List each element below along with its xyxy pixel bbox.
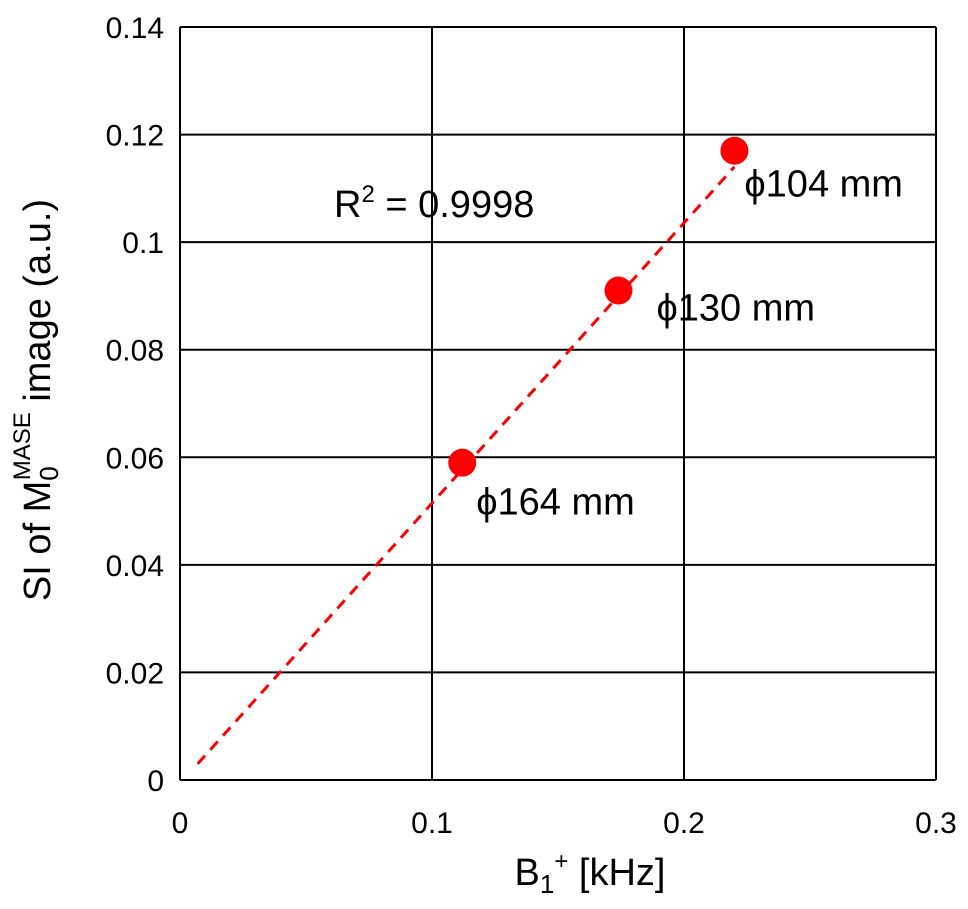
grid bbox=[179, 26, 937, 781]
x-tick-labels: 0 0.1 0.2 0.3 bbox=[172, 807, 957, 840]
point-labels: ϕ164 mm ϕ130 mm ϕ104 mm bbox=[476, 164, 903, 524]
x-tick-label: 0.1 bbox=[411, 807, 453, 840]
data-point bbox=[604, 276, 633, 305]
y-tick-label: 0.1 bbox=[122, 227, 164, 260]
x-tick-label: 0.3 bbox=[915, 807, 957, 840]
data-point bbox=[720, 136, 749, 165]
y-tick-labels: 0 0.02 0.04 0.06 0.08 0.1 0.12 0.14 bbox=[106, 12, 164, 798]
y-tick-label: 0.04 bbox=[106, 550, 164, 583]
y-tick-label: 0.06 bbox=[106, 442, 164, 475]
point-label: ϕ130 mm bbox=[656, 288, 815, 330]
r-squared-annotation: R2 = 0.9998 bbox=[334, 181, 534, 226]
y-tick-label: 0 bbox=[147, 765, 164, 798]
x-axis-title: B1+ [kHz] bbox=[515, 848, 666, 899]
data-points bbox=[448, 136, 749, 477]
y-tick-label: 0.14 bbox=[106, 12, 164, 45]
data-point bbox=[448, 448, 477, 477]
x-tick-label: 0.2 bbox=[663, 807, 705, 840]
y-axis-title: SI of M0MASE image (a.u.) bbox=[9, 199, 64, 601]
y-tick-label: 0.12 bbox=[106, 120, 164, 153]
x-tick-label: 0 bbox=[172, 807, 189, 840]
point-label: ϕ104 mm bbox=[744, 164, 903, 206]
y-tick-label: 0.02 bbox=[106, 657, 164, 690]
point-label: ϕ164 mm bbox=[476, 482, 635, 524]
y-tick-label: 0.08 bbox=[106, 335, 164, 368]
